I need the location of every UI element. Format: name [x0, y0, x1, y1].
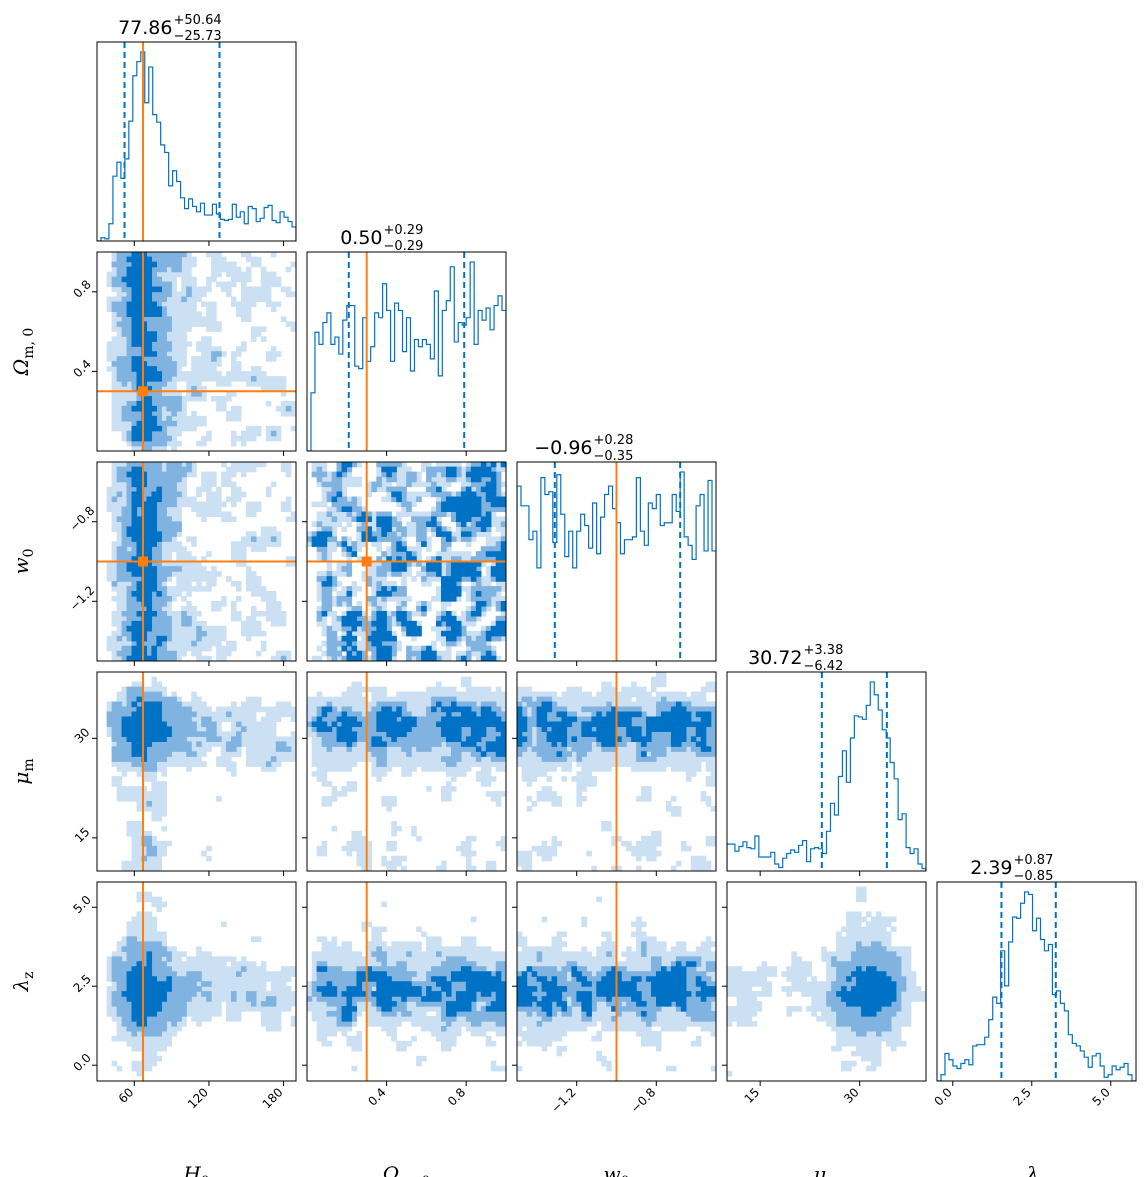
xaxis-label-mu: μm	[813, 1162, 839, 1177]
panel-frame	[306, 461, 507, 662]
xtick-label-mu-1: 30	[841, 1085, 862, 1106]
xaxis-label-lz: λz	[1025, 1162, 1046, 1177]
contour-panel-Om-mu	[302, 671, 507, 876]
truth-marker	[361, 556, 372, 567]
contour-level-inner	[121, 696, 172, 762]
hist-curve-H0	[97, 51, 296, 241]
yaxis-label-w0: w0	[9, 548, 37, 574]
hist-panel-mu: 30.72 +3.38−6.42	[726, 643, 927, 876]
panel-frame	[306, 881, 507, 1082]
hist-title-mu: 30.72 +3.38−6.42	[748, 643, 843, 674]
hist-title-w0: −0.96 +0.28−0.35	[534, 433, 633, 464]
contour-level-inner	[121, 252, 162, 442]
hist-frame-H0	[96, 41, 297, 242]
title-plus: +0.29	[384, 223, 424, 238]
contour-panel-w0-mu	[512, 671, 717, 876]
hist-frame-mu	[726, 671, 927, 872]
truth-marker	[138, 556, 149, 567]
title-minus: −25.73	[174, 29, 222, 44]
ytick-label-w0-1: −0.8	[67, 504, 98, 535]
xtick-label-Om-0: 0.4	[365, 1085, 388, 1108]
hist-panel-Om: 0.50 +0.29−0.29	[306, 223, 507, 456]
contour-panel-Om-lz	[302, 881, 507, 1086]
contour-level-inner	[121, 951, 172, 1027]
ytick-label-mu-0: 15	[72, 825, 93, 846]
contour-panel-H0-mu	[92, 671, 297, 876]
xtick-label-lz-0: 0.0	[932, 1085, 955, 1108]
title-plus: +50.64	[174, 13, 222, 28]
hist-frame-lz	[936, 881, 1137, 1082]
title-value: 77.86	[118, 17, 172, 39]
panel-frame	[96, 251, 297, 452]
ytick-label-Om-0: 0.4	[70, 357, 93, 380]
hist-panel-lz: 2.39 +0.87−0.85	[936, 853, 1137, 1086]
panel-frame	[516, 881, 717, 1082]
hist-curve-mu	[727, 681, 926, 871]
hist-panel-w0: −0.96 +0.28−0.35	[516, 433, 717, 666]
xtick-label-mu-0: 15	[742, 1085, 763, 1106]
hist-frame-Om	[306, 251, 507, 452]
truth-marker	[138, 386, 149, 397]
contour-level-inner	[316, 966, 506, 1022]
contour-level-inner	[836, 966, 897, 1017]
contour-panel-mu-lz	[722, 881, 927, 1086]
title-minus: −0.29	[384, 239, 424, 254]
xtick-label-lz-2: 5.0	[1089, 1085, 1112, 1108]
panel-frame	[96, 461, 297, 662]
ytick-label-lz-2: 5.0	[70, 893, 93, 916]
xtick-label-H0-1: 120	[185, 1085, 211, 1111]
title-value: 0.50	[340, 227, 382, 249]
hist-curve-lz	[937, 891, 1136, 1081]
hist-title-H0: 77.86 +50.64−25.73	[118, 13, 222, 44]
xtick-label-Om-1: 0.8	[445, 1085, 468, 1108]
hist-panel-H0: 77.86 +50.64−25.73	[96, 13, 297, 246]
xtick-label-w0-0: −1.2	[548, 1085, 579, 1116]
ytick-label-w0-0: −1.2	[67, 583, 98, 614]
hist-title-Om: 0.50 +0.29−0.29	[340, 223, 423, 254]
xtick-label-H0-0: 60	[116, 1085, 137, 1106]
ytick-label-Om-1: 0.8	[70, 277, 93, 300]
panel-frame	[516, 671, 717, 872]
title-minus: −6.42	[804, 659, 844, 674]
title-minus: −0.85	[1014, 869, 1054, 884]
yaxis-label-lz: λz	[9, 971, 37, 992]
title-minus: −0.35	[594, 449, 634, 464]
title-plus: +0.28	[594, 433, 634, 448]
contour-panel-w0-lz	[512, 881, 717, 1086]
title-value: 2.39	[970, 857, 1012, 879]
xtick-label-w0-1: −0.8	[628, 1085, 659, 1116]
contour-level-inner	[517, 701, 712, 757]
contour-level-inner	[311, 701, 506, 757]
contour-panel-H0-Om	[92, 251, 297, 456]
title-plus: +3.38	[804, 643, 844, 658]
ytick-label-mu-1: 30	[72, 725, 93, 746]
xaxis-label-Om: Ωm, 0	[382, 1162, 431, 1177]
xtick-label-lz-1: 2.5	[1010, 1085, 1033, 1108]
title-value: 30.72	[748, 647, 802, 669]
hist-frame-w0	[516, 461, 717, 662]
panel-frame	[306, 671, 507, 872]
contour-panel-H0-w0	[92, 461, 297, 666]
contour-panel-H0-lz	[92, 881, 297, 1086]
contour-panel-Om-w0	[302, 461, 507, 666]
yaxis-label-Om: Ωm, 0	[9, 328, 37, 377]
panel-frame	[96, 671, 297, 872]
panel-frame	[726, 881, 927, 1082]
ytick-label-lz-1: 2.5	[70, 972, 93, 995]
hist-title-lz: 2.39 +0.87−0.85	[970, 853, 1053, 884]
title-value: −0.96	[534, 437, 592, 459]
xtick-label-H0-2: 180	[260, 1085, 286, 1111]
panel-frame	[96, 881, 297, 1082]
xaxis-label-w0: w0	[603, 1162, 629, 1177]
yaxis-label-mu: μm	[9, 758, 37, 784]
xaxis-label-H0: H0	[182, 1162, 209, 1177]
ytick-label-lz-0: 0.0	[70, 1051, 93, 1074]
hist-curve-Om	[307, 261, 506, 451]
title-plus: +0.87	[1014, 853, 1054, 868]
